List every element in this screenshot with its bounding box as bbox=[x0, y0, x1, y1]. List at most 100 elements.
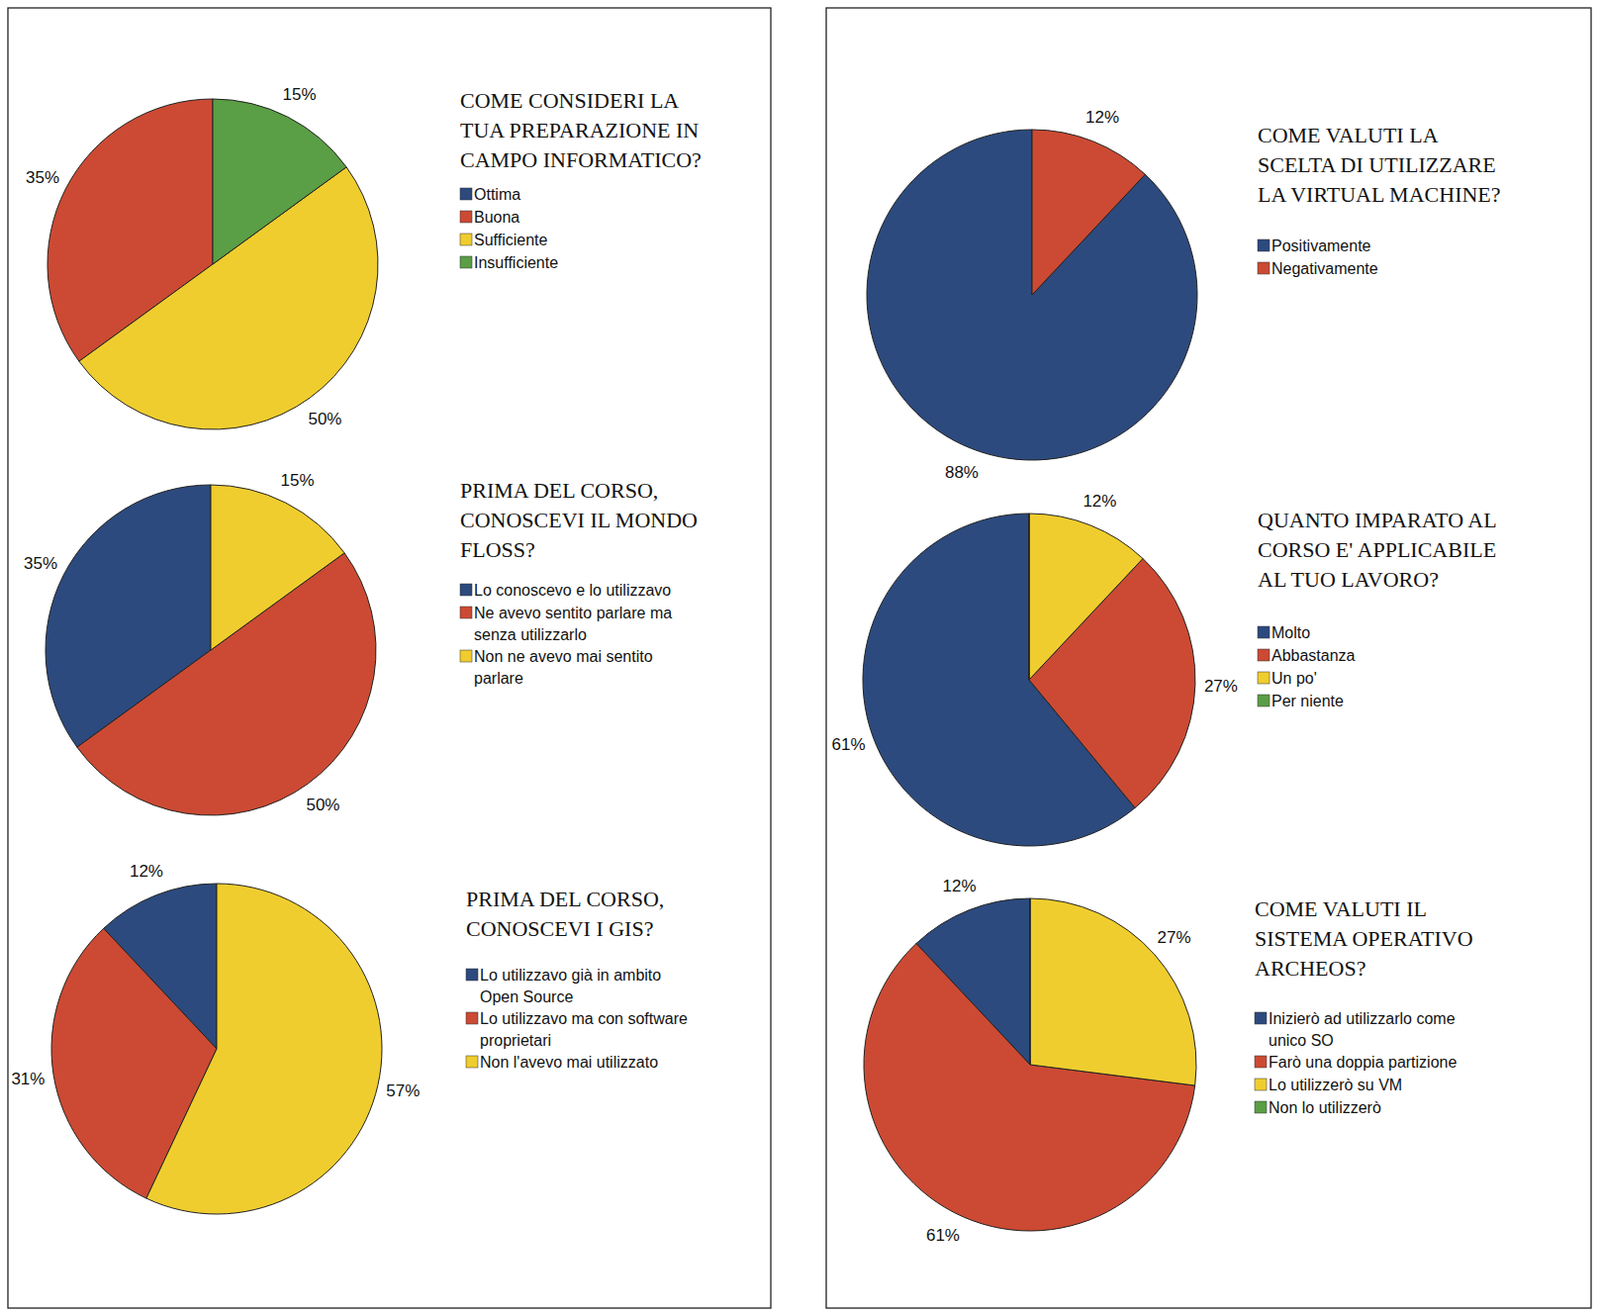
legend-line: Insufficiente bbox=[473, 254, 559, 272]
data-labels: 35%50%15% bbox=[25, 85, 342, 429]
legend-line: Lo conoscevo e lo utilizzavo bbox=[473, 581, 671, 599]
legend-swatch bbox=[466, 1055, 478, 1068]
legend-label: Non lo utilizzerò bbox=[1268, 1099, 1382, 1117]
legend-line: Inizierò ad utilizzarlo come bbox=[1268, 1010, 1456, 1028]
chart-svg: 35%50%15%COME CONSIDERI LATUA PREPARAZIO… bbox=[0, 0, 1600, 1315]
legend-label: Farò una doppia partizione bbox=[1268, 1053, 1457, 1071]
legend: Positivamente Negativamente bbox=[1257, 237, 1379, 278]
legend-label: Positivamente bbox=[1271, 237, 1372, 255]
legend-line: Farò una doppia partizione bbox=[1268, 1053, 1457, 1071]
chart-title: CONOSCEVI IL MONDO bbox=[460, 507, 698, 533]
legend-swatch bbox=[1257, 694, 1270, 707]
legend-label: Buona bbox=[473, 208, 520, 226]
chart-1: 35%50%15%PRIMA DEL CORSO,CONOSCEVI IL MO… bbox=[23, 470, 698, 816]
legend-swatch bbox=[460, 210, 472, 223]
data-label: 61% bbox=[831, 735, 865, 754]
data-label: 12% bbox=[942, 876, 977, 896]
pie-slice bbox=[146, 883, 382, 1215]
data-labels: 61% 27% 12% bbox=[831, 491, 1237, 754]
legend-line: Per niente bbox=[1271, 692, 1344, 710]
chart-title: COME VALUTI IL bbox=[1254, 896, 1427, 922]
pie-slices bbox=[863, 898, 1197, 1231]
legend-swatch bbox=[1257, 239, 1270, 252]
chart-title: ARCHEOS? bbox=[1254, 955, 1366, 981]
chart-title: CONOSCEVI I GIS? bbox=[466, 916, 654, 942]
pie-slices bbox=[45, 484, 377, 816]
pie-slices bbox=[51, 883, 382, 1215]
legend-label: Insufficiente bbox=[473, 254, 559, 272]
legend-line: Buona bbox=[473, 208, 520, 226]
legend-swatch bbox=[460, 256, 472, 269]
legend-line: Positivamente bbox=[1271, 237, 1372, 255]
legend-swatch bbox=[466, 1012, 478, 1025]
chart-0: 35%50%15%COME CONSIDERI LATUA PREPARAZIO… bbox=[25, 85, 702, 430]
legend-line: Ottima bbox=[473, 186, 521, 203]
legend-line: Molto bbox=[1271, 624, 1311, 642]
legend: Inizierò ad utilizzarlo come unico SO Farò… bbox=[1254, 1010, 1457, 1117]
legend-label: Lo utilizzavo già in ambitoOpen Source bbox=[479, 966, 661, 1006]
legend-swatch bbox=[460, 583, 472, 596]
legend-swatch bbox=[460, 233, 472, 246]
legend-swatch bbox=[1257, 649, 1270, 661]
legend-swatch bbox=[1257, 671, 1270, 684]
legend-swatch bbox=[1257, 626, 1270, 639]
chart-title: TUA PREPARAZIONE IN bbox=[460, 117, 699, 143]
data-label: 12% bbox=[1082, 491, 1117, 511]
chart-3: 88%12%COME VALUTI LASCELTA DI UTILIZZARE… bbox=[866, 107, 1502, 482]
legend-line: Lo utilizzavo ma con software bbox=[479, 1010, 688, 1028]
data-labels: 12%61%27% bbox=[926, 876, 1192, 1245]
data-labels: 12%31%57% bbox=[10, 861, 420, 1101]
legend-line: Non ne avevo mai sentito bbox=[473, 648, 654, 665]
chart-title: FLOSS? bbox=[460, 537, 536, 563]
legend-label: Ne avevo sentito parlare masenza utilizz… bbox=[473, 604, 672, 644]
legend: MoltoAbbastanzaUn po'Per niente bbox=[1257, 624, 1356, 710]
pie-slice bbox=[1029, 513, 1143, 680]
legend-swatch bbox=[466, 968, 478, 981]
chart-2: 12%31%57%PRIMA DEL CORSO,CONOSCEVI I GIS… bbox=[10, 861, 688, 1215]
legend-label: Lo utilizzerò su VM bbox=[1268, 1076, 1403, 1094]
chart-4: 61%27%12%QUANTO IMPARATO ALCORSO E' APPL… bbox=[831, 491, 1497, 847]
legend-swatch bbox=[460, 188, 472, 200]
legend-line: Sufficiente bbox=[473, 231, 549, 249]
chart-title: SISTEMA OPERATIVO bbox=[1254, 926, 1474, 951]
chart-title: AL TUO LAVORO? bbox=[1257, 566, 1439, 592]
chart-title: LA VIRTUAL MACHINE? bbox=[1257, 182, 1502, 207]
legend-label: Ottima bbox=[473, 186, 521, 203]
data-label: 12% bbox=[1085, 107, 1120, 127]
legend-label: Lo utilizzavo ma con softwareproprietari bbox=[479, 1010, 688, 1049]
legend-line: senza utilizzarlo bbox=[473, 626, 587, 644]
legend-line: unico SO bbox=[1268, 1032, 1334, 1049]
data-label: 15% bbox=[282, 85, 317, 104]
legend-label: Un po' bbox=[1271, 669, 1318, 687]
legend-swatch bbox=[1254, 1012, 1267, 1025]
legend: Lo utilizzavo già in ambitoOpen Source Lo… bbox=[466, 966, 688, 1071]
legend-label: Inizierò ad utilizzarlo come unico SO bbox=[1268, 1010, 1456, 1049]
legend-swatch bbox=[1254, 1101, 1267, 1114]
legend-swatch bbox=[1257, 262, 1270, 275]
legend-line: Open Source bbox=[479, 988, 573, 1006]
legend-swatch bbox=[1254, 1055, 1267, 1068]
pie-slices bbox=[47, 98, 378, 430]
chart-title: PRIMA DEL CORSO, bbox=[460, 477, 659, 503]
legend-swatch bbox=[460, 650, 472, 662]
pie-slices bbox=[862, 513, 1196, 847]
data-label: 27% bbox=[1204, 676, 1238, 696]
pie-slice bbox=[866, 129, 1198, 461]
background bbox=[0, 0, 1600, 1315]
data-label: 50% bbox=[305, 795, 340, 815]
data-labels: 35%50%15% bbox=[23, 470, 340, 815]
legend-label: Sufficiente bbox=[473, 231, 549, 249]
data-label: 35% bbox=[25, 168, 60, 188]
legend-line: Un po' bbox=[1271, 669, 1318, 687]
legend-line: Non lo utilizzerò bbox=[1268, 1099, 1382, 1117]
page-frame-1 bbox=[826, 7, 1592, 1309]
pie-slice bbox=[210, 484, 345, 651]
pie-slice bbox=[1030, 898, 1032, 1065]
chart-title: SCELTA DI UTILIZZARE bbox=[1257, 152, 1497, 178]
pie-slice bbox=[1032, 129, 1145, 295]
data-label: 35% bbox=[23, 554, 58, 573]
legend-line: Non l'avevo mai utilizzato bbox=[479, 1053, 659, 1071]
data-labels: 88%12% bbox=[944, 107, 1120, 482]
legend-line: Negativamente bbox=[1271, 260, 1379, 278]
chart-title: CORSO E' APPLICABILE bbox=[1257, 537, 1497, 563]
